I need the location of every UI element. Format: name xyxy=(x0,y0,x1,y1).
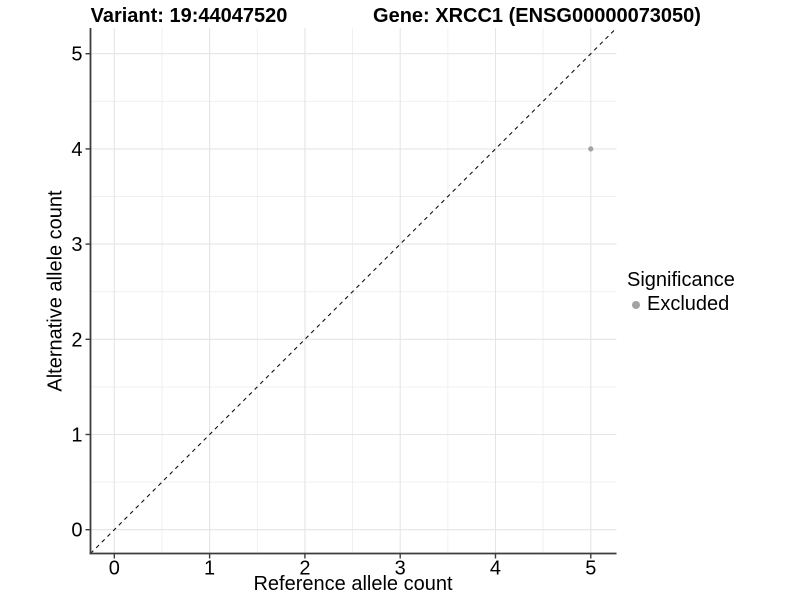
x-tick-label: 2 xyxy=(299,558,310,580)
x-tick-label: 3 xyxy=(395,558,406,580)
legend-item-label: Excluded xyxy=(647,293,730,315)
data-point xyxy=(588,146,594,152)
y-tick-label: 0 xyxy=(71,520,82,542)
legend-title: Significance xyxy=(627,269,735,291)
x-tick-label: 4 xyxy=(490,558,501,580)
legend-point-swatch-icon xyxy=(632,300,640,309)
y-tick-label: 1 xyxy=(71,425,82,447)
y-tick-label: 2 xyxy=(71,329,82,351)
y-tick-label: 3 xyxy=(71,234,82,256)
x-axis-title: Reference allele count xyxy=(253,573,453,595)
plot-title-variant: Variant: 19:44047520 xyxy=(90,5,288,27)
y-tick-label: 4 xyxy=(71,139,82,161)
plot-title-gene: Gene: XRCC1 (ENSG00000073050) xyxy=(373,5,701,27)
identity-line xyxy=(90,27,617,554)
x-tick-label: 0 xyxy=(109,558,120,580)
legend: Significance Excluded xyxy=(627,270,735,316)
x-tick-label: 1 xyxy=(204,558,215,580)
legend-item-excluded: Excluded xyxy=(627,293,735,316)
y-tick-label: 5 xyxy=(71,44,82,66)
x-tick-label: 5 xyxy=(585,558,596,580)
